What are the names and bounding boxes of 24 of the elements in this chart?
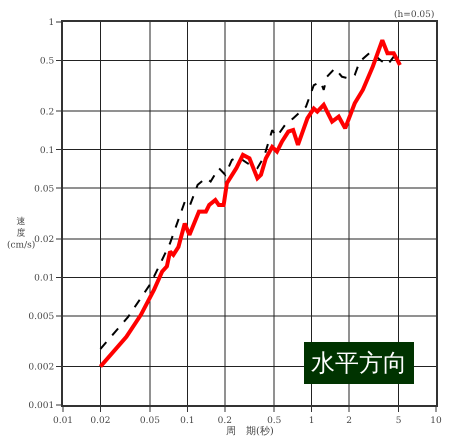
y-tick-label: 1	[48, 18, 54, 28]
y-tick-label: 0.1	[40, 146, 54, 156]
x-tick-label: 0.05	[140, 416, 160, 426]
x-tick-label: 0.02	[90, 416, 110, 426]
y-tick-label: 0.05	[34, 184, 54, 194]
y-tick-label: 0.02	[34, 235, 54, 246]
x-tick-label: 0.2	[218, 416, 232, 426]
text: (h=0.05)	[394, 10, 434, 20]
y-tick-label: 0.5	[40, 56, 54, 67]
x-axis-title: 周 期(秒)	[226, 425, 274, 437]
annotation: 水平方向	[311, 349, 407, 377]
x-tick-label: 1	[308, 416, 315, 426]
x-tick-label: 0.01	[52, 416, 74, 426]
y-tick-label: 0.002	[28, 362, 54, 373]
x-tick-label: 2	[346, 416, 352, 426]
y-tick-label: 0.2	[40, 107, 54, 118]
y-tick-label: 0.01	[34, 273, 54, 284]
x-tick-label: 5	[396, 416, 402, 426]
x-tick-label: 10	[430, 416, 442, 426]
y-axis-title: 速度(cm/s)	[7, 216, 36, 250]
y-tick-label: 0.005	[28, 312, 54, 322]
x-tick-label: 0.1	[180, 416, 194, 426]
y-tick-label: 0.001	[28, 401, 54, 412]
x-tick-label: 0.5	[267, 416, 282, 426]
